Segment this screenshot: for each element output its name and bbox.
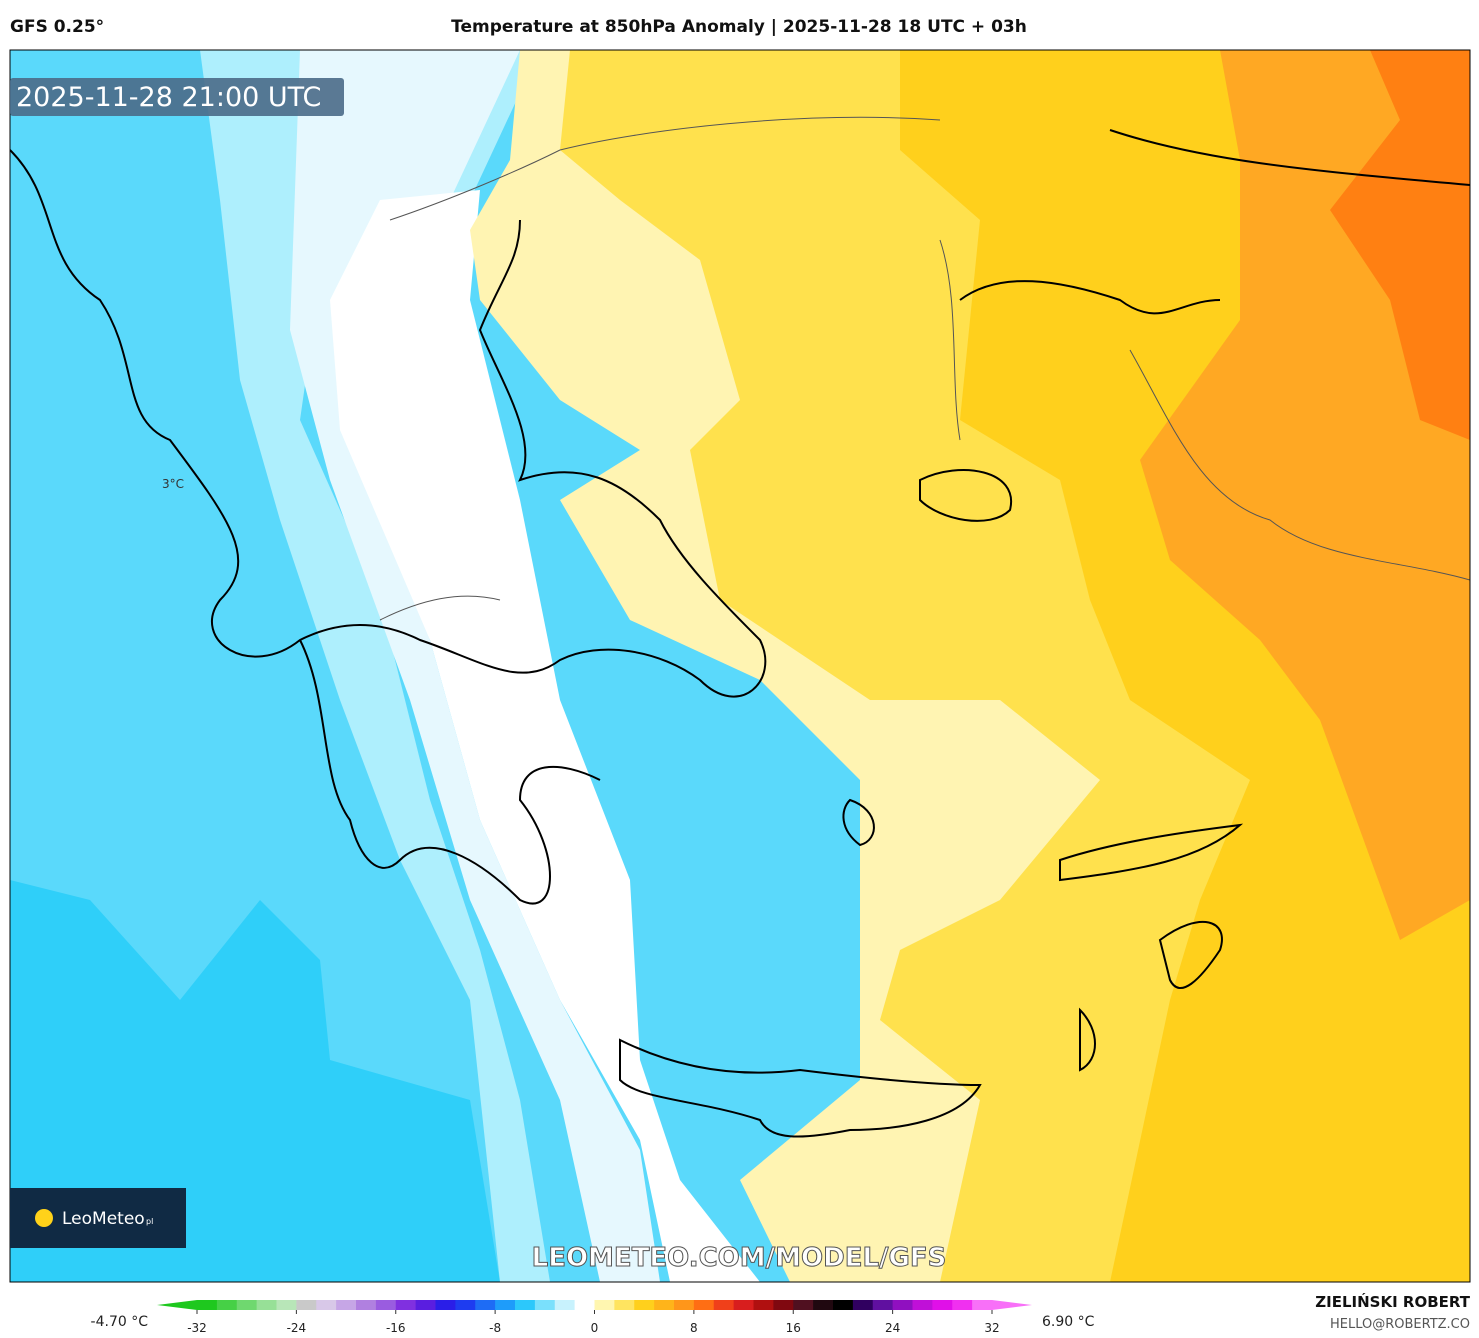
- email: HELLO@ROBERTZ.CO: [1330, 1317, 1470, 1332]
- colorbar-tick-label: 8: [690, 1321, 698, 1335]
- colorbar-swatch: [455, 1300, 476, 1310]
- colorbar-swatch: [495, 1300, 516, 1310]
- colorbar-min: -4.70 °C: [91, 1314, 149, 1330]
- colorbar-swatch: [475, 1300, 496, 1310]
- colorbar-swatch: [972, 1300, 993, 1310]
- colorbar-swatch: [395, 1300, 417, 1310]
- logo-sun: [35, 1209, 53, 1227]
- author: ZIELIŃSKI ROBERT: [1315, 1292, 1470, 1311]
- colorbar-tick-label: 24: [885, 1321, 900, 1335]
- colorbar-swatch: [574, 1300, 595, 1310]
- colorbar-swatch: [872, 1300, 894, 1310]
- colorbar-swatch: [852, 1300, 874, 1310]
- colorbar-swatch: [773, 1300, 794, 1310]
- colorbar-tick-label: 0: [591, 1321, 599, 1335]
- logo-name: LeoMeteo: [62, 1209, 145, 1229]
- colorbar-swatch: [833, 1300, 854, 1310]
- contour-label: 3°C: [162, 477, 184, 491]
- colorbar-swatch: [594, 1300, 615, 1310]
- colorbar-tick-label: -32: [187, 1321, 207, 1335]
- colorbar-tick-label: 32: [984, 1321, 999, 1335]
- colorbar-swatch: [952, 1300, 973, 1310]
- map-title: Temperature at 850hPa Anomaly | 2025-11-…: [451, 17, 1027, 37]
- colorbar-swatch: [793, 1300, 814, 1310]
- colorbar-swatch: [932, 1300, 953, 1310]
- colorbar-tick-label: -16: [386, 1321, 406, 1335]
- colorbar-swatch: [693, 1300, 715, 1310]
- colorbar-end: [157, 1300, 197, 1310]
- colorbar-swatch: [276, 1300, 297, 1310]
- colorbar-swatch: [713, 1300, 735, 1310]
- colorbar-end: [992, 1300, 1032, 1310]
- colorbar-swatch: [256, 1300, 277, 1310]
- colorbar-swatch: [654, 1300, 675, 1310]
- colorbar-swatch: [356, 1300, 377, 1310]
- colorbar-swatch: [674, 1300, 695, 1310]
- colorbar-swatch: [435, 1300, 456, 1310]
- colorbar-swatch: [336, 1300, 357, 1310]
- colorbar-swatch: [216, 1300, 238, 1310]
- colorbar-swatch: [534, 1300, 556, 1310]
- colorbar-swatch: [892, 1300, 913, 1310]
- timestamp-box: [10, 78, 344, 116]
- colorbar-swatch: [236, 1300, 258, 1310]
- model-label: GFS 0.25°: [10, 17, 104, 37]
- logo-suffix: pl: [146, 1217, 153, 1226]
- colorbar-swatch: [733, 1300, 754, 1310]
- map-area: 3°C: [10, 50, 1470, 1282]
- map-frame: [9, 49, 1471, 1283]
- colorbar-swatch: [753, 1300, 774, 1310]
- colorbar-swatch: [197, 1300, 218, 1310]
- watermark: LEOMETEO.COM/MODEL/GFS: [532, 1243, 947, 1273]
- colorbar-swatch: [634, 1300, 655, 1310]
- coastlines: [10, 129, 1470, 1138]
- colorbar-max: 6.90 °C: [1042, 1314, 1095, 1330]
- colorbar-swatch: [912, 1300, 933, 1310]
- colorbar-swatch: [515, 1300, 536, 1310]
- colorbar-swatch: [415, 1300, 436, 1310]
- colorbar-swatch: [554, 1300, 576, 1310]
- timestamp: 2025-11-28 21:00 UTC: [16, 82, 321, 113]
- colorbar-swatch: [614, 1300, 635, 1310]
- borders: [379, 116, 1470, 621]
- colorbar-tick-label: -24: [287, 1321, 307, 1335]
- colorbar: -32 -24 -16 -8 0 8 16 24 32: [157, 1300, 1032, 1335]
- colorbar-swatch: [375, 1300, 397, 1310]
- colorbar-swatch: [296, 1300, 317, 1310]
- colorbar-swatch: [316, 1300, 337, 1310]
- colorbar-swatch: [813, 1300, 834, 1310]
- colorbar-tick-label: -8: [489, 1321, 501, 1335]
- colorbar-tick-label: 16: [786, 1321, 801, 1335]
